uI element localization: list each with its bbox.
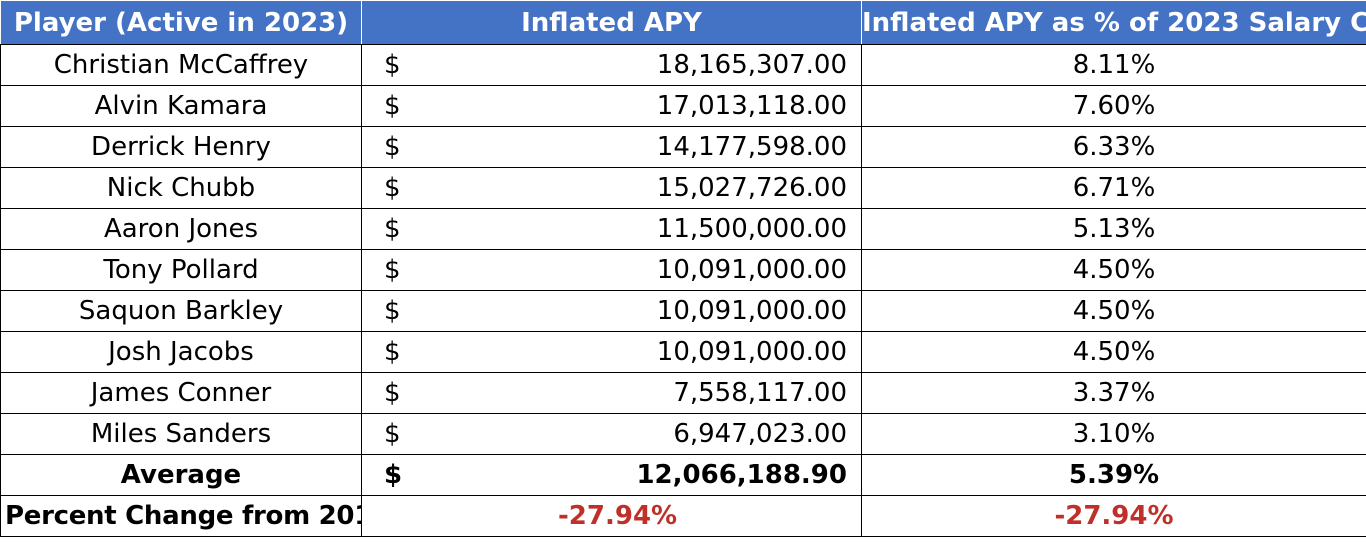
apy-value: 17,013,118.00 — [656, 91, 847, 121]
apy-cell[interactable]: $15,027,726.00 — [361, 167, 862, 209]
currency-symbol: $ — [384, 460, 403, 490]
player-cell[interactable]: Tony Pollard — [0, 249, 362, 291]
percent-change-row: Percent Change from 2013 -27.94% -27.94% — [0, 495, 1366, 537]
table-row: James Conner $7,558,117.00 3.37% — [0, 372, 1366, 414]
pct-cell[interactable]: 7.60% — [861, 85, 1366, 127]
average-row: Average $12,066,188.90 5.39% — [0, 454, 1366, 496]
pct-column-header[interactable]: Inflated APY as % of 2023 Salary Cap — [861, 0, 1366, 45]
percent-change-apy-value: -27.94% — [558, 501, 678, 531]
pct-cell[interactable]: 5.13% — [861, 208, 1366, 250]
player-cell[interactable]: Saquon Barkley — [0, 290, 362, 332]
header-row: Player (Active in 2023) Inflated APY Inf… — [0, 0, 1366, 45]
pct-cell[interactable]: 4.50% — [861, 331, 1366, 373]
currency-symbol: $ — [384, 337, 401, 367]
currency-symbol: $ — [384, 255, 401, 285]
pct-cell[interactable]: 4.50% — [861, 290, 1366, 332]
pct-cell[interactable]: 6.33% — [861, 126, 1366, 168]
player-cell[interactable]: Christian McCaffrey — [0, 44, 362, 86]
apy-cell[interactable]: $6,947,023.00 — [361, 413, 862, 455]
apy-cell[interactable]: $14,177,598.00 — [361, 126, 862, 168]
pct-cell[interactable]: 3.37% — [861, 372, 1366, 414]
player-cell[interactable]: Alvin Kamara — [0, 85, 362, 127]
percent-change-label-cell[interactable]: Percent Change from 2013 — [0, 495, 362, 537]
apy-cell[interactable]: $18,165,307.00 — [361, 44, 862, 86]
currency-symbol: $ — [384, 419, 401, 449]
table-row: Tony Pollard $10,091,000.00 4.50% — [0, 249, 1366, 291]
currency-symbol: $ — [384, 378, 401, 408]
player-cell[interactable]: Derrick Henry — [0, 126, 362, 168]
percent-change-apy-cell[interactable]: -27.94% — [361, 495, 862, 537]
apy-cell[interactable]: $11,500,000.00 — [361, 208, 862, 250]
apy-value: 18,165,307.00 — [656, 50, 847, 80]
pct-cell[interactable]: 6.71% — [861, 167, 1366, 209]
apy-value: 11,500,000.00 — [656, 214, 847, 244]
table-row: Alvin Kamara $17,013,118.00 7.60% — [0, 85, 1366, 127]
table-row: Josh Jacobs $10,091,000.00 4.50% — [0, 331, 1366, 373]
apy-value: 7,558,117.00 — [673, 378, 847, 408]
apy-cell[interactable]: $10,091,000.00 — [361, 249, 862, 291]
apy-value: 10,091,000.00 — [656, 296, 847, 326]
player-cell[interactable]: James Conner — [0, 372, 362, 414]
apy-cell[interactable]: $17,013,118.00 — [361, 85, 862, 127]
table-row: Saquon Barkley $10,091,000.00 4.50% — [0, 290, 1366, 332]
average-label-cell[interactable]: Average — [0, 454, 362, 496]
table-row: Aaron Jones $11,500,000.00 5.13% — [0, 208, 1366, 250]
pct-cell[interactable]: 3.10% — [861, 413, 1366, 455]
table-row: Christian McCaffrey $18,165,307.00 8.11% — [0, 44, 1366, 86]
average-apy-cell[interactable]: $12,066,188.90 — [361, 454, 862, 496]
player-cell[interactable]: Nick Chubb — [0, 167, 362, 209]
player-column-header[interactable]: Player (Active in 2023) — [0, 0, 362, 45]
player-cell[interactable]: Aaron Jones — [0, 208, 362, 250]
player-cell[interactable]: Josh Jacobs — [0, 331, 362, 373]
currency-symbol: $ — [384, 173, 401, 203]
average-apy-value: 12,066,188.90 — [636, 460, 847, 490]
apy-value: 6,947,023.00 — [673, 419, 847, 449]
apy-column-header[interactable]: Inflated APY — [361, 0, 862, 45]
currency-symbol: $ — [384, 91, 401, 121]
apy-cell[interactable]: $7,558,117.00 — [361, 372, 862, 414]
average-pct-cell[interactable]: 5.39% — [861, 454, 1366, 496]
player-cell[interactable]: Miles Sanders — [0, 413, 362, 455]
table-row: Miles Sanders $6,947,023.00 3.10% — [0, 413, 1366, 455]
currency-symbol: $ — [384, 132, 401, 162]
table-row: Nick Chubb $15,027,726.00 6.71% — [0, 167, 1366, 209]
apy-cell[interactable]: $10,091,000.00 — [361, 331, 862, 373]
percent-change-pct-cell[interactable]: -27.94% — [861, 495, 1366, 537]
apy-cell[interactable]: $10,091,000.00 — [361, 290, 862, 332]
currency-symbol: $ — [384, 214, 401, 244]
apy-value: 10,091,000.00 — [656, 337, 847, 367]
table-row: Derrick Henry $14,177,598.00 6.33% — [0, 126, 1366, 168]
apy-value: 15,027,726.00 — [656, 173, 847, 203]
currency-symbol: $ — [384, 50, 401, 80]
apy-value: 14,177,598.00 — [656, 132, 847, 162]
apy-value: 10,091,000.00 — [656, 255, 847, 285]
pct-cell[interactable]: 4.50% — [861, 249, 1366, 291]
pct-cell[interactable]: 8.11% — [861, 44, 1366, 86]
salary-table: Player (Active in 2023) Inflated APY Inf… — [0, 0, 1366, 537]
currency-symbol: $ — [384, 296, 401, 326]
